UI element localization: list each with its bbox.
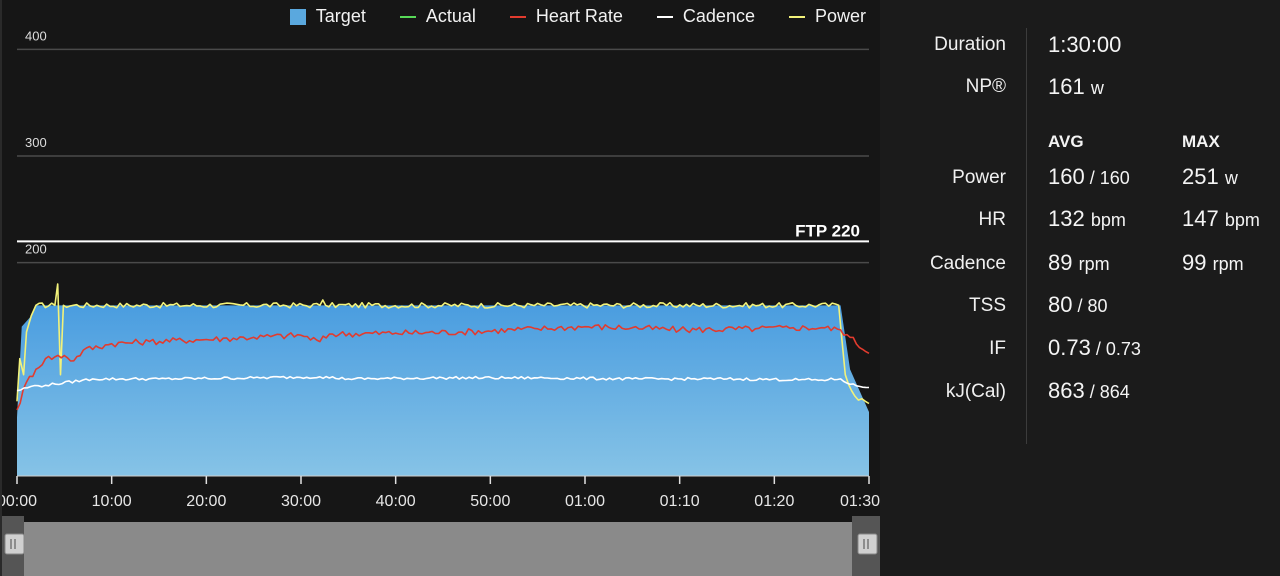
legend-item-cadence[interactable]: Cadence — [656, 6, 755, 27]
if-row: IF 0.73 / 0.73 — [880, 335, 1280, 365]
legend-label: Target — [315, 6, 366, 26]
target-area — [17, 305, 869, 476]
workout-stats-panel: Duration 1:30:00 NP® 161 w AVG MAX Power… — [880, 0, 1280, 576]
kj-label: kJ(Cal) — [945, 381, 1006, 402]
duration-value: 1:30:00 — [1048, 32, 1122, 57]
if-label: IF — [989, 338, 1006, 359]
if-value: 0.73 / 0.73 — [1048, 335, 1141, 360]
np-row: NP® 161 w — [880, 74, 1280, 104]
legend-label: Actual — [425, 6, 476, 26]
heart-rate-swatch-icon — [509, 15, 526, 18]
tss-value: 80 / 80 — [1048, 292, 1108, 317]
chart-legend: Target Actual Heart Rate Cadence Power — [289, 6, 866, 27]
kj-row: kJ(Cal) 863 / 864 — [880, 378, 1280, 408]
duration-label: Duration — [934, 34, 1006, 55]
np-value: 161 w — [1048, 74, 1104, 99]
x-tick-label: 00:00 — [2, 493, 37, 510]
avg-header: AVG — [1048, 132, 1084, 151]
hr-label: HR — [978, 209, 1006, 230]
hr-avg: 132 bpm — [1048, 206, 1126, 231]
x-tick-label: 01:20 — [754, 493, 794, 510]
actual-swatch-icon — [399, 15, 416, 18]
legend-label: Power — [814, 6, 866, 26]
legend-item-power[interactable]: Power — [788, 6, 866, 27]
y-tick-label: 400 — [25, 28, 47, 43]
x-tick-label: 01:00 — [565, 493, 605, 510]
power-row: Power 160 / 160 251 w — [880, 164, 1280, 194]
np-label: NP® — [965, 76, 1006, 97]
legend-item-actual[interactable]: Actual — [399, 6, 476, 27]
y-tick-label: 300 — [25, 135, 47, 150]
x-tick-label: 10:00 — [92, 493, 132, 510]
max-header: MAX — [1182, 132, 1220, 151]
power-label: Power — [952, 167, 1006, 188]
tss-label: TSS — [969, 295, 1006, 316]
kj-value: 863 / 864 — [1048, 378, 1130, 403]
target-swatch-icon — [289, 8, 306, 25]
x-tick-label: 50:00 — [470, 493, 510, 510]
legend-item-target[interactable]: Target — [289, 6, 366, 27]
legend-label: Cadence — [682, 6, 755, 26]
hr-max: 147 bpm — [1182, 206, 1260, 231]
x-tick-label: 20:00 — [186, 493, 226, 510]
series-heart-rate — [16, 324, 870, 411]
power-avg: 160 / 160 — [1048, 164, 1130, 189]
legend-item-heart-rate[interactable]: Heart Rate — [509, 6, 623, 27]
tss-row: TSS 80 / 80 — [880, 292, 1280, 322]
cadence-max: 99 rpm — [1182, 250, 1244, 275]
workout-chart-panel: 200 300 400 FTP 220 00:00 10:00 20:00 30:00 40:0… — [0, 0, 882, 576]
ftp-label: FTP 220 — [795, 221, 860, 240]
x-tick-label: 01:10 — [660, 493, 700, 510]
cadence-swatch-icon — [656, 15, 673, 18]
x-tick-label: 01:30 — [840, 493, 880, 510]
legend-label: Heart Rate — [535, 6, 623, 26]
series-cadence — [16, 375, 870, 392]
range-selector[interactable] — [17, 522, 869, 576]
cadence-row: Cadence 89 rpm 99 rpm — [880, 250, 1280, 280]
power-max: 251 w — [1182, 164, 1238, 189]
stats-divider — [1026, 28, 1027, 444]
series-power — [16, 283, 870, 405]
duration-row: Duration 1:30:00 — [880, 32, 1280, 62]
power-swatch-icon — [788, 15, 805, 18]
x-tick-label: 30:00 — [281, 493, 321, 510]
cadence-label: Cadence — [929, 253, 1006, 274]
workout-chart: 200 300 400 FTP 220 00:00 10:00 20:00 30:00 40:0… — [2, 28, 882, 576]
cadence-avg: 89 rpm — [1048, 250, 1110, 275]
hr-row: HR 132 bpm 147 bpm — [880, 206, 1280, 236]
y-tick-label: 200 — [25, 242, 47, 257]
x-tick-label: 40:00 — [376, 493, 416, 510]
